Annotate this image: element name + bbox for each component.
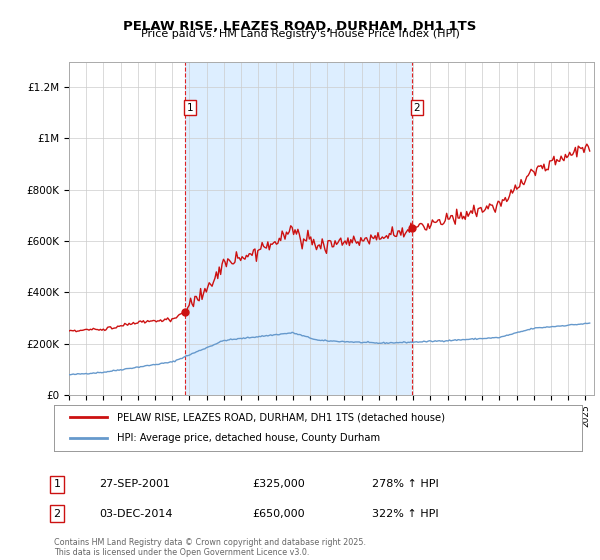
Text: 03-DEC-2014: 03-DEC-2014 — [99, 508, 173, 519]
Text: 1: 1 — [187, 102, 194, 113]
Text: Contains HM Land Registry data © Crown copyright and database right 2025.
This d: Contains HM Land Registry data © Crown c… — [54, 538, 366, 557]
Text: £650,000: £650,000 — [252, 508, 305, 519]
Text: PELAW RISE, LEAZES ROAD, DURHAM, DH1 1TS: PELAW RISE, LEAZES ROAD, DURHAM, DH1 1TS — [124, 20, 476, 32]
Text: 278% ↑ HPI: 278% ↑ HPI — [372, 479, 439, 489]
Text: 1: 1 — [53, 479, 61, 489]
Text: 2: 2 — [414, 102, 421, 113]
Bar — [185, 62, 412, 395]
Text: PELAW RISE, LEAZES ROAD, DURHAM, DH1 1TS (detached house): PELAW RISE, LEAZES ROAD, DURHAM, DH1 1TS… — [118, 412, 445, 422]
Text: Price paid vs. HM Land Registry's House Price Index (HPI): Price paid vs. HM Land Registry's House … — [140, 29, 460, 39]
Text: 322% ↑ HPI: 322% ↑ HPI — [372, 508, 439, 519]
Text: 2: 2 — [53, 508, 61, 519]
Text: 27-SEP-2001: 27-SEP-2001 — [99, 479, 170, 489]
Text: HPI: Average price, detached house, County Durham: HPI: Average price, detached house, Coun… — [118, 433, 380, 444]
Text: £325,000: £325,000 — [252, 479, 305, 489]
